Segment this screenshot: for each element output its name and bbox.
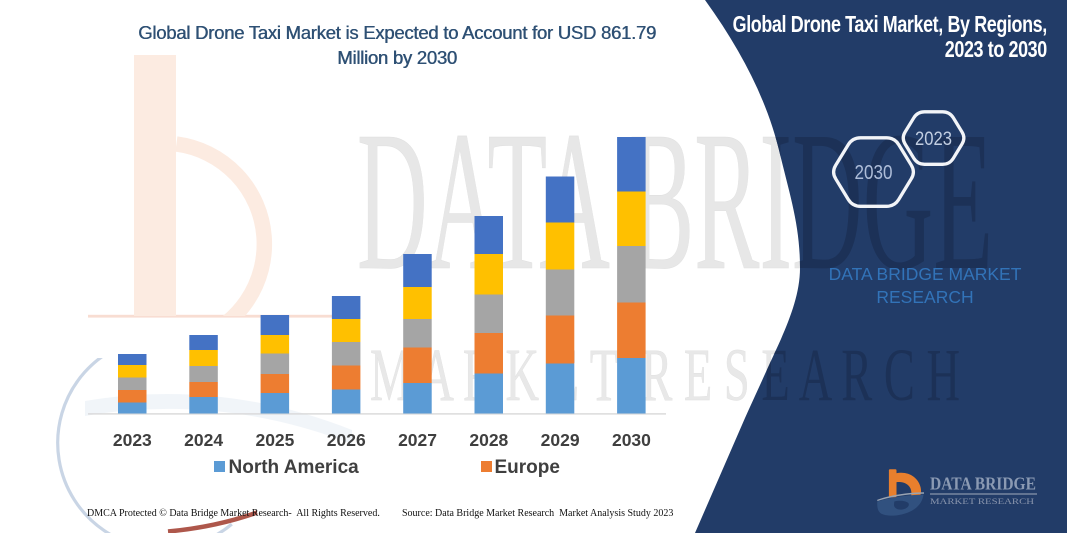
svg-text:DATA BRIDGE: DATA BRIDGE bbox=[930, 474, 1036, 494]
svg-text:MARKET RESEARCH: MARKET RESEARCH bbox=[930, 497, 1034, 506]
svg-text:M A R K E T R E S E A R C H: M A R K E T R E S E A R C H bbox=[370, 334, 960, 417]
svg-text:2030: 2030 bbox=[855, 162, 893, 184]
svg-text:2023: 2023 bbox=[915, 129, 952, 150]
